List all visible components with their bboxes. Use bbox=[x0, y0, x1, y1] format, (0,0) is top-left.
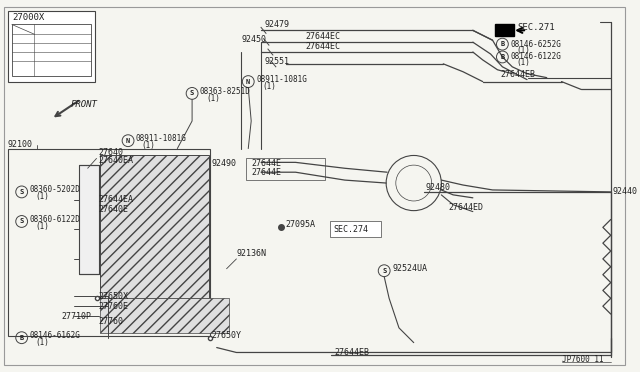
Text: 27650Y: 27650Y bbox=[212, 331, 242, 340]
Text: (1): (1) bbox=[35, 338, 49, 347]
Text: (1): (1) bbox=[262, 82, 276, 91]
Text: B: B bbox=[20, 335, 24, 341]
Bar bbox=[100, 155, 209, 298]
Text: (1): (1) bbox=[516, 45, 530, 55]
Text: 27095A: 27095A bbox=[285, 220, 316, 229]
Bar bbox=[8, 11, 95, 81]
Text: JP7600 11: JP7600 11 bbox=[561, 355, 603, 364]
Text: 27760E: 27760E bbox=[99, 302, 129, 311]
Text: 27644EC: 27644EC bbox=[305, 42, 340, 51]
Text: (1): (1) bbox=[35, 192, 49, 201]
Text: 27640E: 27640E bbox=[99, 205, 129, 214]
Polygon shape bbox=[495, 25, 514, 36]
Bar bbox=[12, 25, 91, 76]
Text: (1): (1) bbox=[206, 94, 220, 103]
Text: (1): (1) bbox=[35, 222, 49, 231]
Text: 27644EB: 27644EB bbox=[500, 70, 536, 79]
Text: 92490: 92490 bbox=[212, 159, 237, 168]
Text: 08360-5202D: 08360-5202D bbox=[29, 185, 81, 195]
Text: S: S bbox=[382, 268, 387, 274]
Text: 08360-6122D: 08360-6122D bbox=[29, 215, 81, 224]
Text: SEC.274: SEC.274 bbox=[333, 225, 368, 234]
Text: 92136N: 92136N bbox=[236, 250, 266, 259]
Text: 92480: 92480 bbox=[426, 183, 451, 192]
Bar bbox=[330, 221, 381, 237]
Bar bbox=[100, 298, 228, 333]
Text: 27644E: 27644E bbox=[251, 159, 281, 168]
Text: (1): (1) bbox=[142, 141, 156, 150]
Text: 27644EC: 27644EC bbox=[305, 32, 340, 41]
Text: 92479: 92479 bbox=[264, 20, 289, 29]
Text: 27000X: 27000X bbox=[13, 13, 45, 22]
Text: 92524UA: 92524UA bbox=[392, 264, 427, 273]
Bar bbox=[8, 148, 210, 336]
Text: 27760: 27760 bbox=[99, 317, 124, 327]
Bar bbox=[246, 158, 325, 180]
Text: 27644ED: 27644ED bbox=[448, 203, 483, 212]
Text: 27644EB: 27644EB bbox=[335, 348, 370, 357]
Text: S: S bbox=[190, 90, 194, 96]
Text: (1): (1) bbox=[516, 58, 530, 67]
Text: 27644EA: 27644EA bbox=[99, 195, 134, 204]
Text: 27640EA: 27640EA bbox=[99, 156, 134, 165]
Text: FRONT: FRONT bbox=[71, 100, 98, 109]
Text: 27644E: 27644E bbox=[251, 168, 281, 177]
Text: SEC.271: SEC.271 bbox=[517, 23, 555, 32]
Text: B: B bbox=[500, 41, 504, 47]
Text: 92100: 92100 bbox=[8, 140, 33, 149]
Text: 08146-6122G: 08146-6122G bbox=[510, 52, 561, 61]
Text: 08363-8251D: 08363-8251D bbox=[200, 87, 251, 96]
Text: N: N bbox=[126, 138, 130, 144]
Text: S: S bbox=[20, 189, 24, 195]
Text: B: B bbox=[500, 54, 504, 60]
Text: 92551: 92551 bbox=[264, 57, 289, 66]
Text: 27710P: 27710P bbox=[61, 311, 91, 321]
Text: 08146-6252G: 08146-6252G bbox=[510, 40, 561, 49]
Text: 92440: 92440 bbox=[612, 187, 637, 196]
Text: 92450: 92450 bbox=[241, 35, 266, 44]
Text: 08911-1081G: 08911-1081G bbox=[256, 75, 307, 84]
Text: N: N bbox=[246, 78, 250, 84]
Bar bbox=[79, 165, 99, 274]
Text: 27650X: 27650X bbox=[99, 292, 129, 301]
Text: 08911-1081G: 08911-1081G bbox=[136, 134, 187, 143]
Text: 08146-6162G: 08146-6162G bbox=[29, 331, 81, 340]
Text: S: S bbox=[20, 218, 24, 224]
Text: 27640: 27640 bbox=[99, 148, 124, 157]
